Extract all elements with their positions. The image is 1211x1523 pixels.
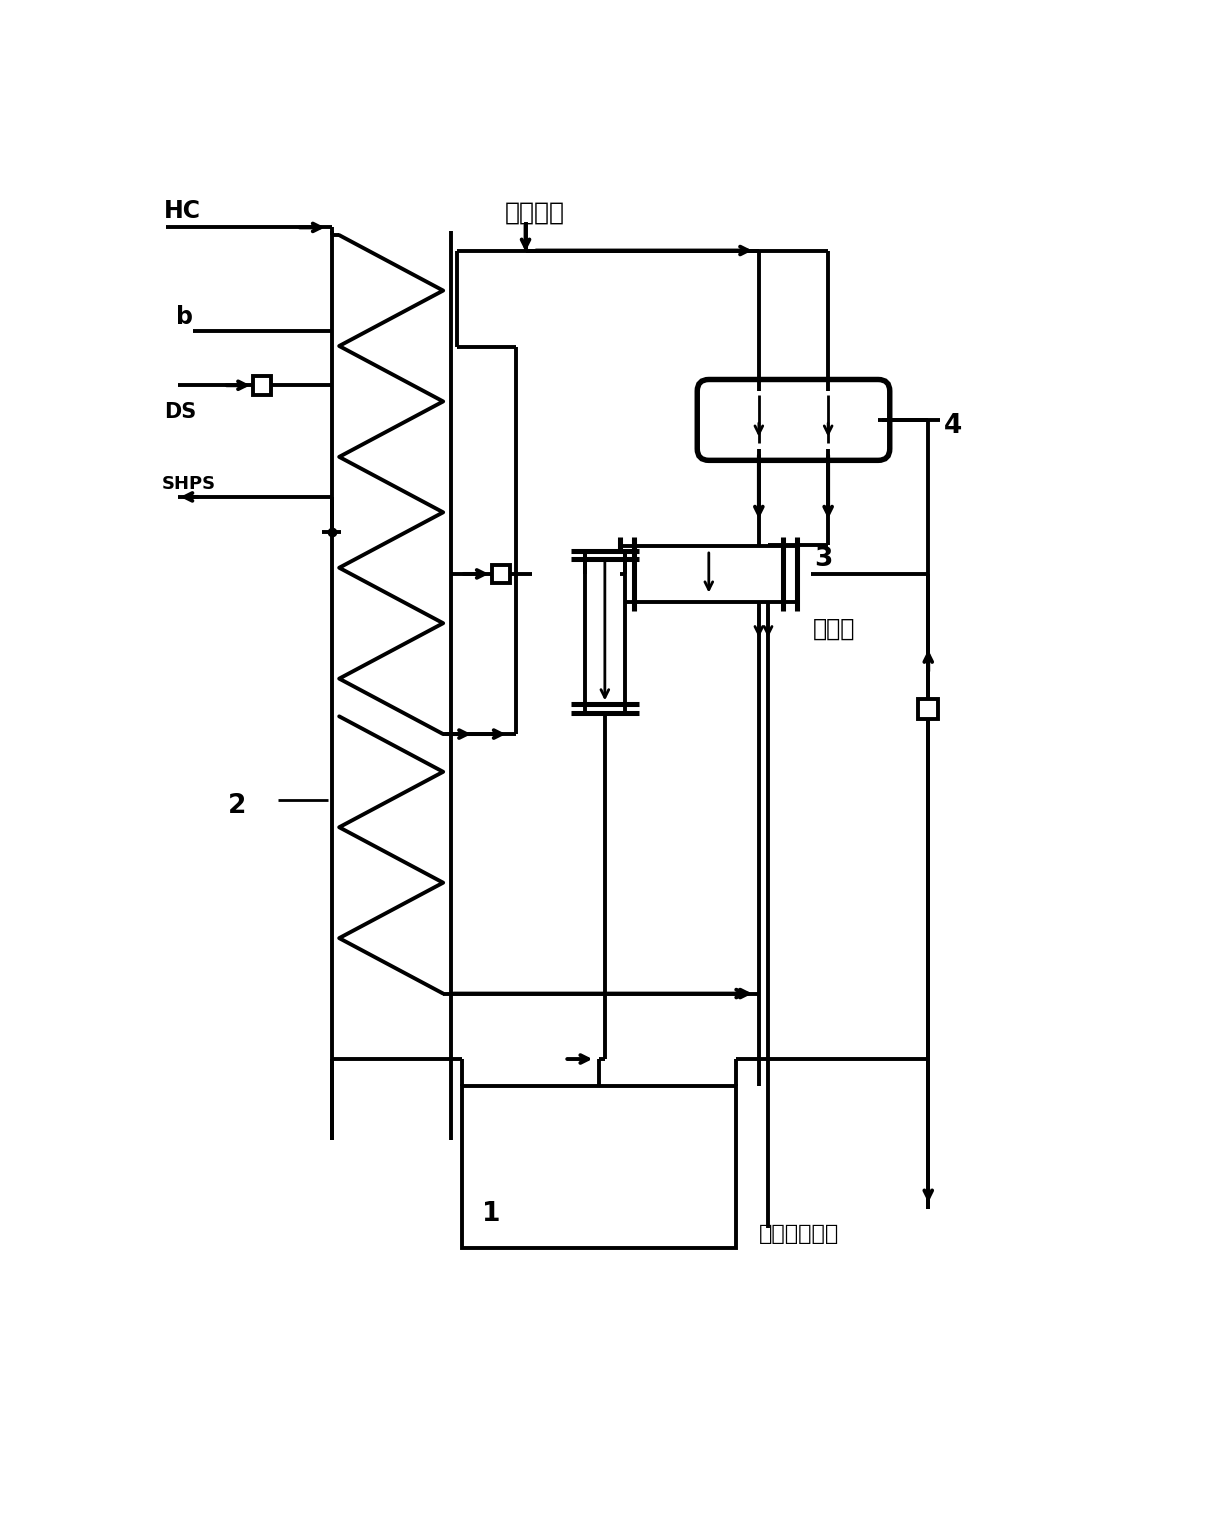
Bar bbox=[253, 376, 271, 394]
Text: 3: 3 bbox=[814, 547, 833, 573]
Bar bbox=[918, 699, 939, 719]
Bar bbox=[620, 547, 797, 602]
Text: SHPS: SHPS bbox=[162, 475, 217, 493]
Text: DS: DS bbox=[163, 402, 196, 422]
Bar bbox=[585, 551, 625, 713]
Text: 1: 1 bbox=[482, 1200, 500, 1226]
Bar bbox=[492, 565, 510, 583]
Bar bbox=[463, 1086, 736, 1247]
Text: 4: 4 bbox=[943, 413, 962, 439]
Text: 去预分馈系统: 去预分馈系统 bbox=[759, 1224, 839, 1244]
Text: 急冷油: 急冷油 bbox=[813, 617, 855, 641]
Text: 锅炉给水: 锅炉给水 bbox=[505, 201, 564, 225]
Text: b: b bbox=[176, 305, 193, 329]
Text: HC: HC bbox=[163, 200, 201, 224]
Text: 2: 2 bbox=[228, 792, 246, 819]
FancyBboxPatch shape bbox=[698, 379, 890, 460]
